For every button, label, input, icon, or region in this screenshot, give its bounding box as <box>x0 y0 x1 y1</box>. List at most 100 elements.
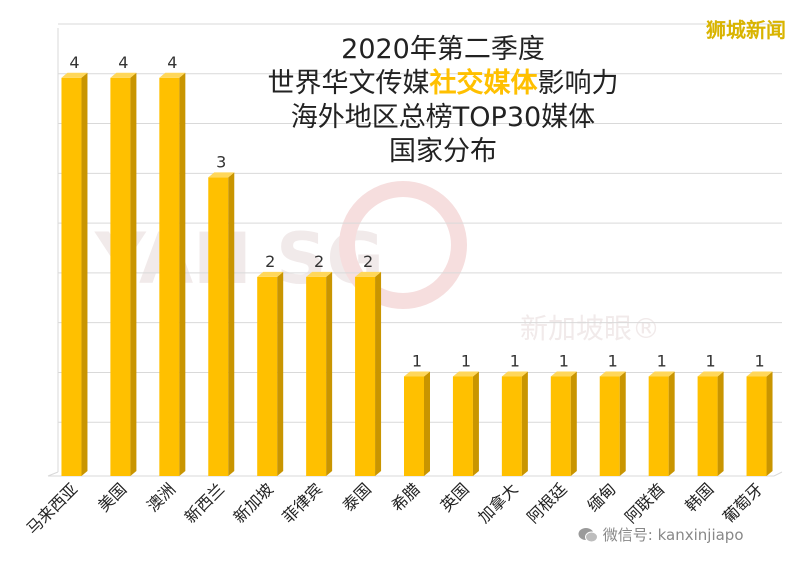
bar-top <box>501 371 528 377</box>
bar-side <box>81 72 88 477</box>
watermark-logo-ring <box>339 181 467 309</box>
data-label: 4 <box>167 53 177 72</box>
bar-top <box>159 72 186 78</box>
title-highlight: 社交媒体 <box>430 67 539 99</box>
x-tick-label: 缅甸 <box>583 479 619 515</box>
brand-logo-text: 狮城新闻 <box>706 18 786 42</box>
data-label: 3 <box>216 152 226 171</box>
watermark: YAN SG 新加坡眼® <box>94 181 660 345</box>
watermark-cjk: 新加坡眼® <box>520 312 660 345</box>
x-tick-label: 菲律宾 <box>279 479 326 526</box>
bar-face <box>110 77 131 477</box>
bar-side <box>619 371 626 476</box>
x-tick-label: 泰国 <box>339 479 375 515</box>
bar-side <box>717 371 724 476</box>
bar <box>648 371 675 476</box>
bar <box>110 72 137 477</box>
bar-top <box>306 271 333 277</box>
x-tick-label: 澳洲 <box>143 479 179 515</box>
bar-face <box>61 77 82 477</box>
watermark-latin: YAN SG <box>94 218 384 300</box>
bar-side <box>130 72 137 477</box>
bar-top <box>208 172 235 178</box>
data-label: 1 <box>754 351 764 370</box>
data-label: 1 <box>608 351 618 370</box>
bar-top <box>648 371 675 377</box>
bar <box>355 271 382 476</box>
bar-face <box>159 77 180 477</box>
title-line: 2020年第二季度 <box>341 34 545 65</box>
bar-side <box>277 271 284 476</box>
data-label: 1 <box>657 351 667 370</box>
x-tick-label: 新西兰 <box>181 479 228 526</box>
data-label: 2 <box>363 252 373 271</box>
data-label: 1 <box>510 351 520 370</box>
title-line: 海外地区总榜TOP30媒体 <box>291 102 595 133</box>
bar-face <box>648 376 669 476</box>
bar-top <box>257 271 284 277</box>
floor-edge-left <box>47 471 59 477</box>
x-tick-label: 葡萄牙 <box>719 479 766 526</box>
title-line: 国家分布 <box>389 136 497 167</box>
footer-credit: 微信号: kanxinjiapo <box>578 524 744 545</box>
bar-face <box>355 276 376 476</box>
x-tick-label: 阿联酋 <box>621 479 668 526</box>
bar-top <box>355 271 382 277</box>
floor-edge-right <box>773 471 783 477</box>
data-label: 1 <box>461 351 471 370</box>
bar-top <box>61 72 88 78</box>
bar-face <box>208 177 229 477</box>
x-tick-label: 新加坡 <box>230 479 277 526</box>
bar-face <box>599 376 620 476</box>
data-label: 1 <box>706 351 716 370</box>
bar <box>61 72 88 477</box>
x-tick-label: 希腊 <box>388 479 424 515</box>
bar <box>159 72 186 477</box>
bar-face <box>306 276 327 476</box>
bar <box>501 371 528 476</box>
bar <box>452 371 479 476</box>
x-tick-label: 加拿大 <box>474 479 521 526</box>
bar <box>208 172 235 477</box>
bar <box>697 371 724 476</box>
data-labels: 4 4 4 3 2 2 2 1 1 1 1 1 1 1 1 <box>69 53 764 371</box>
bar <box>746 371 773 476</box>
x-tick-label: 马来西亚 <box>23 479 82 538</box>
bar-face <box>404 376 424 476</box>
bar-top <box>452 371 479 377</box>
bar-face <box>697 376 718 476</box>
data-label: 2 <box>314 252 324 271</box>
bar-side <box>228 172 235 477</box>
bar-top <box>550 371 577 377</box>
bar-side <box>326 271 333 476</box>
x-tick-label: 韩国 <box>681 479 717 515</box>
bar-top <box>697 371 724 377</box>
bar-face <box>501 376 522 476</box>
title-segment: 世界华文传媒 <box>268 68 430 99</box>
data-label: 1 <box>412 351 422 370</box>
title-segment: 2020年第二季度 <box>341 34 545 65</box>
bar-face <box>746 376 767 476</box>
x-tick-label: 美国 <box>94 479 130 515</box>
bar-side <box>424 371 430 476</box>
bar-top <box>599 371 626 377</box>
x-tick-label: 阿根廷 <box>523 479 570 526</box>
title-segment: 国家分布 <box>389 136 497 167</box>
bar-face <box>452 376 473 476</box>
title-segment: 海外地区总榜TOP30媒体 <box>291 102 595 133</box>
bar-face <box>550 376 571 476</box>
data-label: 4 <box>69 53 79 72</box>
data-label: 1 <box>559 351 569 370</box>
bar-top <box>746 371 773 377</box>
wechat-icon <box>578 528 598 543</box>
bar <box>257 271 284 476</box>
bar-side <box>179 72 186 477</box>
bar-face <box>257 276 278 476</box>
bar-side <box>668 371 675 476</box>
bar-side <box>472 371 479 476</box>
bar-top <box>110 72 137 78</box>
footer-credit-text: 微信号: kanxinjiapo <box>602 526 744 544</box>
bars <box>61 72 773 477</box>
